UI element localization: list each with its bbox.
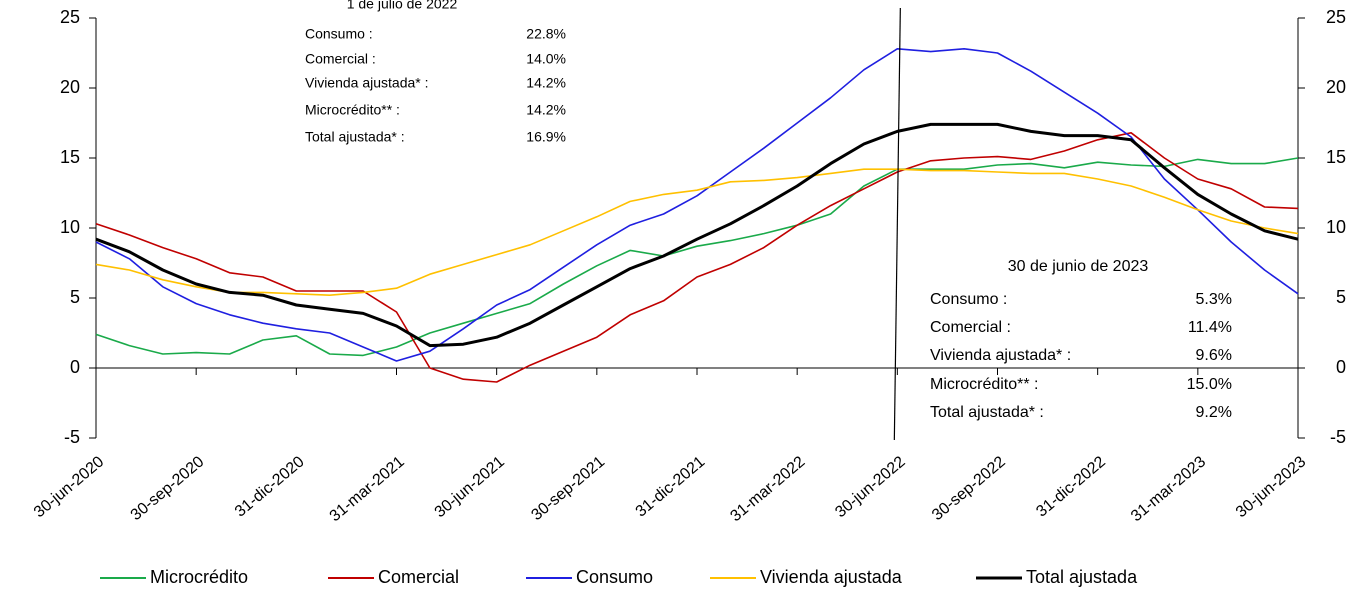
annotation-value: 14.2% xyxy=(526,75,566,91)
line-series xyxy=(95,157,1299,357)
line-series xyxy=(95,48,1299,362)
x-tick-label: 30-sep-2022 xyxy=(929,453,1009,524)
legend-label: Total ajustada xyxy=(1026,567,1138,587)
y-tick-label: 10 xyxy=(60,217,80,237)
annotation-value: 11.4% xyxy=(1188,319,1232,336)
line-series xyxy=(95,132,1299,383)
annotation-label: Vivienda ajustada* : xyxy=(305,75,429,91)
y-tick-label: 20 xyxy=(60,77,80,97)
x-tick-label: 31-mar-2023 xyxy=(1128,453,1209,525)
annotation-label: Microcrédito** : xyxy=(930,376,1038,393)
x-tick-label: 31-dic-2021 xyxy=(633,453,709,520)
y2-tick-label: 25 xyxy=(1326,7,1346,27)
x-tick-label: 31-mar-2022 xyxy=(727,453,808,525)
legend-label: Vivienda ajustada xyxy=(760,567,903,587)
legend-label: Comercial xyxy=(378,567,459,587)
annotation-value: 14.2% xyxy=(526,102,566,118)
y-tick-label: 0 xyxy=(70,357,80,377)
annotation-label: Vivienda ajustada* : xyxy=(930,347,1071,364)
x-tick-label: 30-jun-2021 xyxy=(432,453,508,521)
x-tick-label: 30-sep-2020 xyxy=(128,453,208,524)
x-tick-label: 30-jun-2023 xyxy=(1233,453,1309,521)
y2-tick-label: 20 xyxy=(1326,77,1346,97)
annotation-value: 9.2% xyxy=(1196,404,1232,421)
y-tick-label: 25 xyxy=(60,7,80,27)
annotation-label: Comercial : xyxy=(305,51,376,67)
annotation-title: 1 de julio de 2022 xyxy=(347,0,458,12)
y2-tick-label: 0 xyxy=(1336,357,1346,377)
x-tick-label: 30-jun-2022 xyxy=(832,453,908,521)
x-tick-label: 30-jun-2020 xyxy=(31,453,107,521)
annotation-value: 15.0% xyxy=(1187,376,1232,393)
annotation-value: 14.0% xyxy=(526,51,566,67)
y2-tick-label: -5 xyxy=(1330,427,1346,447)
annotation-label: Microcrédito** : xyxy=(305,102,400,118)
y-tick-label: -5 xyxy=(64,427,80,447)
x-tick-label: 31-dic-2022 xyxy=(1033,453,1109,520)
y2-tick-label: 10 xyxy=(1326,217,1346,237)
legend-label: Consumo xyxy=(576,567,653,587)
annotation-label: Total ajustada* : xyxy=(305,129,405,145)
y2-tick-label: 15 xyxy=(1326,147,1346,167)
annotation-label: Total ajustada* : xyxy=(930,404,1044,421)
line-series xyxy=(95,168,1299,296)
annotation-label: Comercial : xyxy=(930,319,1011,336)
x-tick-label: 31-mar-2021 xyxy=(327,453,408,525)
annotation-title: 30 de junio de 2023 xyxy=(1008,258,1149,275)
line-series xyxy=(95,122,1299,348)
x-tick-label: 31-dic-2020 xyxy=(232,453,308,520)
reference-line xyxy=(893,7,901,441)
annotation-value: 16.9% xyxy=(526,129,566,145)
legend-label: Microcrédito xyxy=(150,567,248,587)
x-tick-label: 30-sep-2021 xyxy=(528,453,608,524)
y2-tick-label: 5 xyxy=(1336,287,1346,307)
annotation-value: 5.3% xyxy=(1196,291,1232,308)
annotation-label: Consumo : xyxy=(305,26,373,42)
y-tick-label: 5 xyxy=(70,287,80,307)
y-tick-label: 15 xyxy=(60,147,80,167)
annotation-value: 22.8% xyxy=(526,26,566,42)
annotation-label: Consumo : xyxy=(930,291,1007,308)
annotation-value: 9.6% xyxy=(1196,347,1232,364)
